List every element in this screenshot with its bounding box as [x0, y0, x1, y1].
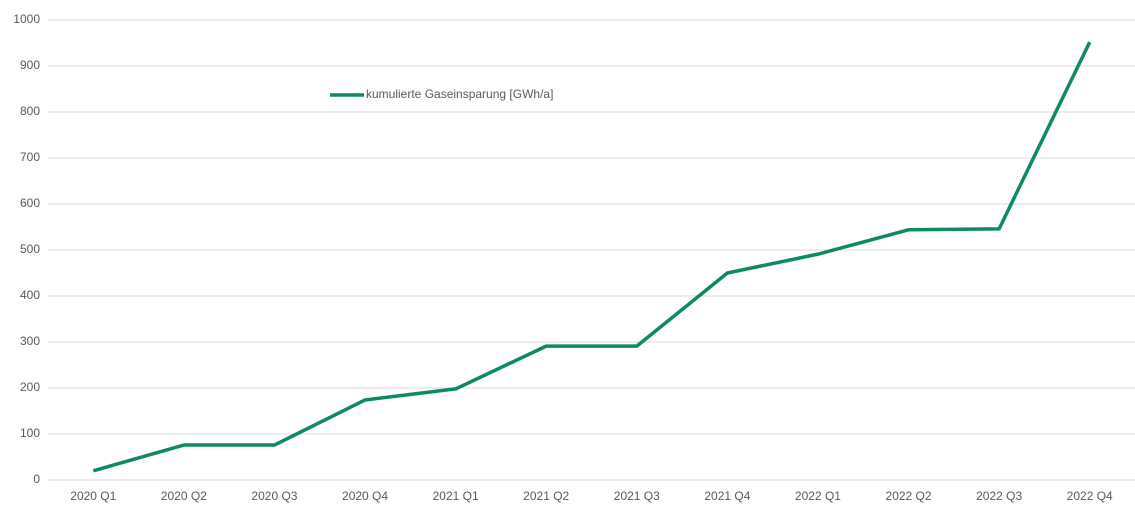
x-tick-label: 2022 Q4 [1067, 489, 1113, 503]
y-tick-label: 300 [20, 334, 40, 348]
x-tick-label: 2021 Q3 [614, 489, 660, 503]
y-tick-label: 800 [20, 104, 40, 118]
x-tick-label: 2021 Q1 [433, 489, 479, 503]
line-series [92, 41, 1092, 473]
x-tick-label: 2022 Q1 [795, 489, 841, 503]
y-tick-label: 0 [33, 472, 40, 486]
x-tick-label: 2022 Q3 [976, 489, 1022, 503]
x-tick-label: 2020 Q2 [161, 489, 207, 503]
y-tick-label: 900 [20, 58, 40, 72]
x-tick-label: 2020 Q3 [251, 489, 297, 503]
x-tick-label: 2021 Q2 [523, 489, 569, 503]
x-tick-label: 2020 Q4 [342, 489, 388, 503]
y-tick-label: 400 [20, 288, 40, 302]
y-tick-label: 500 [20, 242, 40, 256]
y-tick-label: 100 [20, 426, 40, 440]
y-tick-label: 600 [20, 196, 40, 210]
x-tick-label: 2022 Q2 [886, 489, 932, 503]
y-tick-label: 700 [20, 150, 40, 164]
x-tick-label: 2020 Q1 [70, 489, 116, 503]
y-tick-label: 200 [20, 380, 40, 394]
x-tick-label: 2021 Q4 [704, 489, 750, 503]
legend-label: kumulierte Gaseinsparung [GWh/a] [366, 87, 553, 101]
y-tick-label: 1000 [13, 12, 40, 26]
